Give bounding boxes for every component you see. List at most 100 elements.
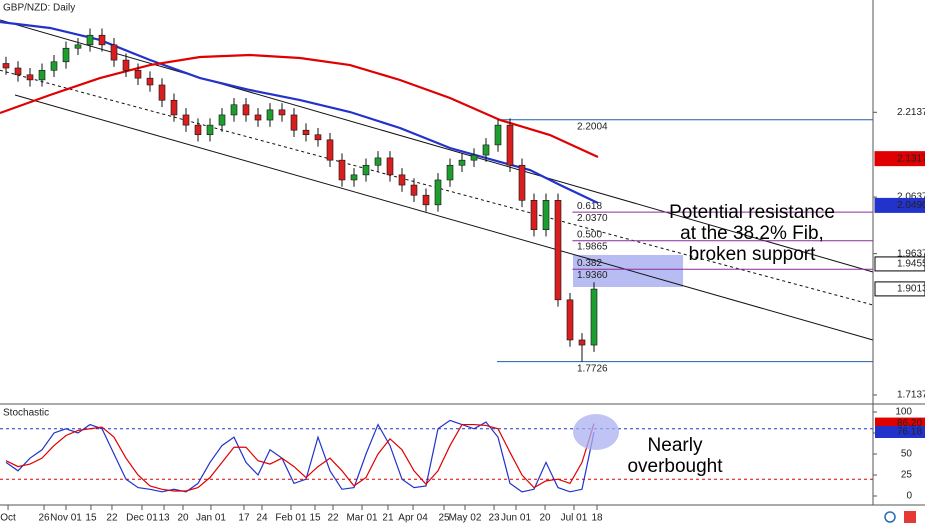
x-tick-label: 15 bbox=[85, 513, 97, 524]
candle-body bbox=[194, 124, 202, 136]
candle-body bbox=[14, 67, 22, 76]
price-tag bbox=[874, 197, 925, 213]
candle-body bbox=[494, 124, 502, 146]
x-tick-label: 25 bbox=[438, 513, 450, 524]
candle-body bbox=[146, 77, 154, 86]
stoch-tag bbox=[875, 425, 925, 438]
price-tag-label: 2.1317 bbox=[897, 153, 925, 164]
candle-body bbox=[98, 34, 106, 46]
toolbar-icons bbox=[884, 511, 916, 523]
fib-price-label: 1.9865 bbox=[577, 241, 608, 252]
candle-body bbox=[446, 164, 454, 181]
y-tick-label: 25 bbox=[901, 470, 913, 481]
y-tick-label: 2.0637 bbox=[897, 192, 925, 203]
price-tag bbox=[874, 151, 925, 167]
candle-body bbox=[26, 74, 34, 81]
stoch-line bbox=[5, 423, 595, 492]
highlight-zone bbox=[573, 254, 684, 287]
candle-body bbox=[326, 139, 334, 161]
candle-body bbox=[254, 114, 262, 121]
fib-price-label: 2.0370 bbox=[577, 213, 608, 224]
candle-body bbox=[122, 59, 130, 71]
trendline bbox=[14, 94, 874, 341]
candle-body bbox=[554, 200, 562, 301]
stoch-tag-label: 76.18 bbox=[897, 427, 922, 438]
candle-body bbox=[242, 104, 250, 116]
candle-body bbox=[506, 124, 514, 166]
price-panel: 2.2137 2.0637 1.9637 1.7137 2.2004 1.7726 0.61… bbox=[0, 19, 925, 401]
x-tick-label: Mar 01 bbox=[346, 513, 378, 524]
candle-body bbox=[518, 164, 526, 201]
highlight-circle bbox=[573, 414, 619, 450]
y-tick-label: 1.7137 bbox=[897, 390, 925, 401]
x-tick-label: 20 bbox=[539, 513, 551, 524]
candle-body bbox=[386, 157, 394, 176]
x-tick-label: Jul 01 bbox=[561, 513, 588, 524]
candle-body bbox=[590, 288, 598, 346]
candle-body bbox=[266, 109, 274, 121]
annotation: at the 38.2% Fib, bbox=[680, 223, 824, 244]
stochastic-panel: 1007550250 bbox=[0, 407, 912, 502]
candle-body bbox=[350, 174, 358, 181]
x-tick-label: Dec 01 bbox=[126, 513, 158, 524]
candle-body bbox=[374, 157, 382, 166]
candle-body bbox=[314, 134, 322, 141]
candle-body bbox=[278, 109, 286, 116]
moving-average bbox=[0, 53, 599, 159]
annotation: Nearly bbox=[648, 435, 703, 456]
price-tag bbox=[874, 256, 925, 272]
candle-body bbox=[50, 61, 58, 71]
y-tick-label: 50 bbox=[901, 449, 913, 460]
candle-body bbox=[482, 144, 490, 156]
candle-body bbox=[74, 44, 82, 49]
x-tick-label: 17 bbox=[238, 513, 250, 524]
annotation: broken support bbox=[689, 244, 816, 265]
stochastic-title: Stochastic bbox=[3, 408, 49, 419]
candle-body bbox=[170, 99, 178, 116]
x-tick-label: 15 bbox=[309, 513, 321, 524]
candle-body bbox=[62, 47, 70, 63]
x-tick-label: Jun 01 bbox=[501, 513, 531, 524]
fib-price-label: 1.9360 bbox=[577, 270, 608, 281]
icon bbox=[904, 511, 916, 523]
price-tag-label: 1.9013 bbox=[897, 284, 925, 295]
annotation: overbought bbox=[627, 456, 723, 477]
trendline bbox=[0, 19, 874, 273]
y-tick-label: 100 bbox=[895, 407, 912, 418]
x-tick-label: 18 bbox=[591, 513, 603, 524]
annotation: Potential resistance bbox=[669, 202, 835, 223]
candle-body bbox=[38, 69, 46, 81]
fib-range-label: 2.2004 bbox=[577, 121, 608, 132]
x-tick-label: 22 bbox=[327, 513, 339, 524]
y-tick-label: 2.2137 bbox=[897, 107, 925, 118]
candle-body bbox=[110, 44, 118, 61]
y-tick-label: 1.9637 bbox=[897, 248, 925, 259]
x-tick-label: Feb 01 bbox=[275, 513, 307, 524]
x-tick-label: 20 bbox=[177, 513, 189, 524]
y-tick-label: 0 bbox=[906, 491, 912, 502]
x-tick-label: Jan 01 bbox=[196, 513, 226, 524]
candle-body bbox=[422, 194, 430, 206]
stoch-tag-label: 86.20 bbox=[897, 418, 922, 429]
x-tick-label: 26 bbox=[38, 513, 50, 524]
chart-title: GBP/NZD: Daily bbox=[3, 3, 75, 14]
candle-body bbox=[218, 114, 226, 126]
fib-ratio-label: 0.618 bbox=[577, 201, 602, 212]
x-tick-label: Nov 01 bbox=[50, 513, 82, 524]
x-tick-label: 22 bbox=[106, 513, 118, 524]
candle-body bbox=[470, 154, 478, 161]
fib-ratio-label: 0.500 bbox=[577, 229, 602, 240]
candle-body bbox=[158, 84, 166, 101]
price-tag-label: 1.9455 bbox=[897, 259, 925, 270]
candle-body bbox=[578, 339, 586, 346]
candle-body bbox=[230, 104, 238, 116]
candle-body bbox=[182, 114, 190, 126]
x-tick-label: May 02 bbox=[449, 513, 482, 524]
x-tick-label: 24 bbox=[256, 513, 268, 524]
fib-range-label: 1.7726 bbox=[577, 363, 608, 374]
candle-body bbox=[434, 179, 442, 206]
candle-body bbox=[530, 200, 538, 231]
candle-body bbox=[206, 124, 214, 136]
candle-body bbox=[566, 299, 574, 341]
